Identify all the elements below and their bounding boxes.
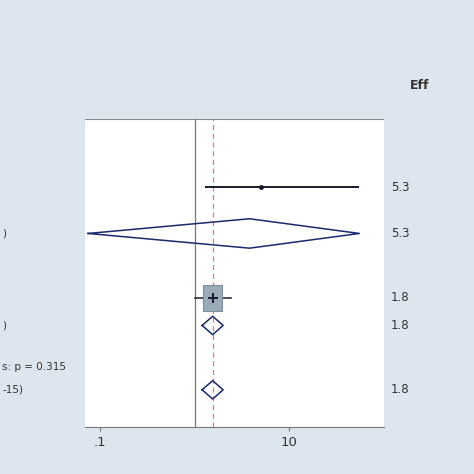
Text: -15): -15) bbox=[2, 385, 23, 395]
Text: 1.8: 1.8 bbox=[391, 292, 410, 304]
Text: 5.3: 5.3 bbox=[391, 227, 410, 240]
Text: 1.8: 1.8 bbox=[391, 319, 410, 332]
Bar bbox=[203, 285, 222, 311]
Text: s: p = 0.315: s: p = 0.315 bbox=[2, 362, 66, 372]
Text: 1.8: 1.8 bbox=[391, 383, 410, 396]
Text: Eff: Eff bbox=[410, 79, 429, 92]
Text: 5.3: 5.3 bbox=[391, 181, 410, 194]
Text: ): ) bbox=[2, 228, 6, 238]
Text: ): ) bbox=[2, 320, 6, 330]
